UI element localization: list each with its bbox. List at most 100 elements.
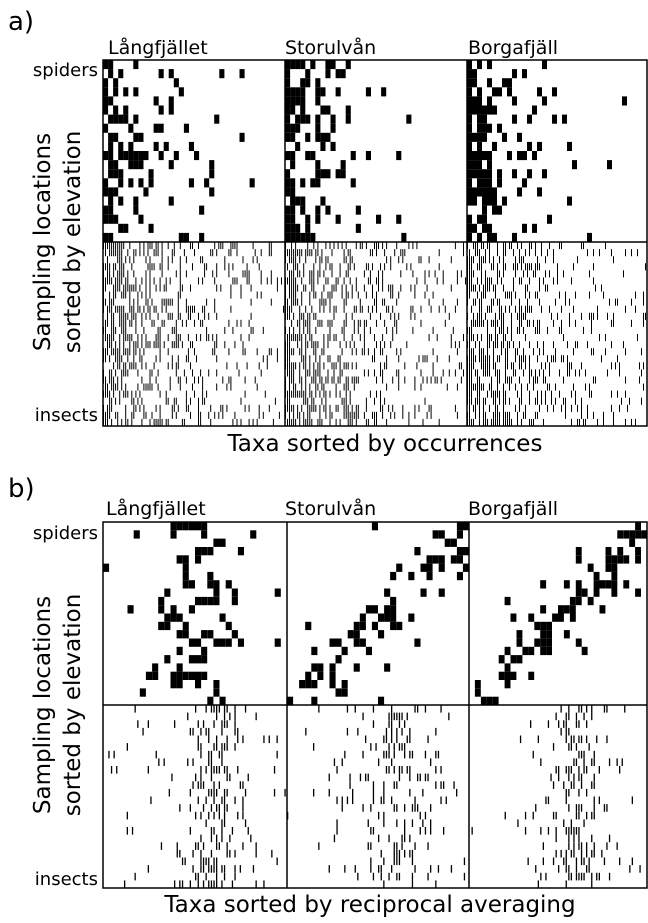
cell <box>485 355 486 363</box>
cell <box>573 849 575 858</box>
cell <box>493 362 494 370</box>
cell <box>528 613 535 622</box>
cell <box>507 362 508 370</box>
cell <box>213 596 220 606</box>
cell <box>151 263 153 271</box>
cell <box>641 348 642 356</box>
cell <box>523 312 524 320</box>
cell <box>532 105 537 115</box>
cell <box>563 334 564 342</box>
cell <box>223 766 226 774</box>
cell <box>427 773 429 782</box>
cell <box>287 305 288 313</box>
cell <box>442 277 444 285</box>
cell <box>487 284 488 292</box>
cell <box>339 355 341 363</box>
cell <box>409 788 411 797</box>
cell <box>492 87 497 97</box>
cell <box>629 865 631 873</box>
cell <box>573 758 575 766</box>
cell <box>589 390 590 398</box>
cell <box>495 411 496 419</box>
cell <box>505 355 506 363</box>
cell <box>533 383 534 391</box>
cell <box>295 141 301 151</box>
cell <box>529 355 530 363</box>
cell <box>125 334 127 342</box>
cell <box>113 298 115 306</box>
cell <box>540 621 547 631</box>
cell <box>438 588 445 597</box>
cell <box>471 334 472 342</box>
cell <box>289 348 290 356</box>
cell <box>591 811 593 820</box>
cell <box>173 78 179 88</box>
cell <box>384 263 386 271</box>
cell <box>242 270 244 278</box>
cell <box>426 355 428 363</box>
cell <box>305 151 311 161</box>
cell <box>198 242 199 250</box>
cell <box>305 390 307 398</box>
cell <box>529 341 530 349</box>
cell <box>255 712 257 721</box>
cell <box>138 160 144 170</box>
cell <box>365 291 367 299</box>
cell <box>499 369 500 377</box>
cell <box>378 242 379 250</box>
cell <box>317 341 319 349</box>
cell <box>305 69 311 79</box>
cell <box>307 326 309 334</box>
cell <box>440 781 442 789</box>
cell <box>107 404 108 412</box>
cell <box>570 743 572 751</box>
cell <box>202 842 205 850</box>
cell <box>539 284 540 292</box>
cell <box>149 263 151 271</box>
cell <box>276 277 278 285</box>
cell <box>309 334 311 342</box>
cell <box>188 141 194 151</box>
cell <box>386 418 388 426</box>
cell <box>409 735 411 744</box>
cell <box>276 284 278 292</box>
cell <box>307 418 309 426</box>
cell <box>129 341 131 349</box>
cell <box>141 418 143 426</box>
cell <box>440 376 442 384</box>
cell <box>103 232 109 242</box>
cell <box>313 242 315 250</box>
cell <box>619 404 620 412</box>
cell <box>571 418 572 426</box>
cell <box>315 326 317 334</box>
cell <box>393 781 395 789</box>
cell <box>285 187 291 197</box>
cell <box>295 418 297 426</box>
cell <box>390 263 392 271</box>
cell <box>497 178 502 188</box>
cell <box>153 341 155 349</box>
cell <box>483 404 484 412</box>
cell <box>210 766 213 774</box>
cell <box>559 291 560 299</box>
cell <box>543 369 544 377</box>
cell <box>456 298 458 306</box>
cell <box>597 312 598 320</box>
cell <box>103 563 110 572</box>
cell <box>317 270 319 278</box>
cell <box>517 390 518 398</box>
cell <box>187 404 189 412</box>
cell <box>133 256 135 264</box>
cell <box>533 319 534 327</box>
cell <box>561 305 562 313</box>
cell <box>581 646 588 656</box>
cell <box>477 376 478 384</box>
cell <box>325 256 327 264</box>
cell <box>351 348 353 356</box>
cell <box>380 865 382 873</box>
cell <box>333 305 335 313</box>
cell <box>323 298 325 306</box>
cell <box>145 270 147 278</box>
cell <box>290 187 296 197</box>
cell <box>477 178 482 188</box>
